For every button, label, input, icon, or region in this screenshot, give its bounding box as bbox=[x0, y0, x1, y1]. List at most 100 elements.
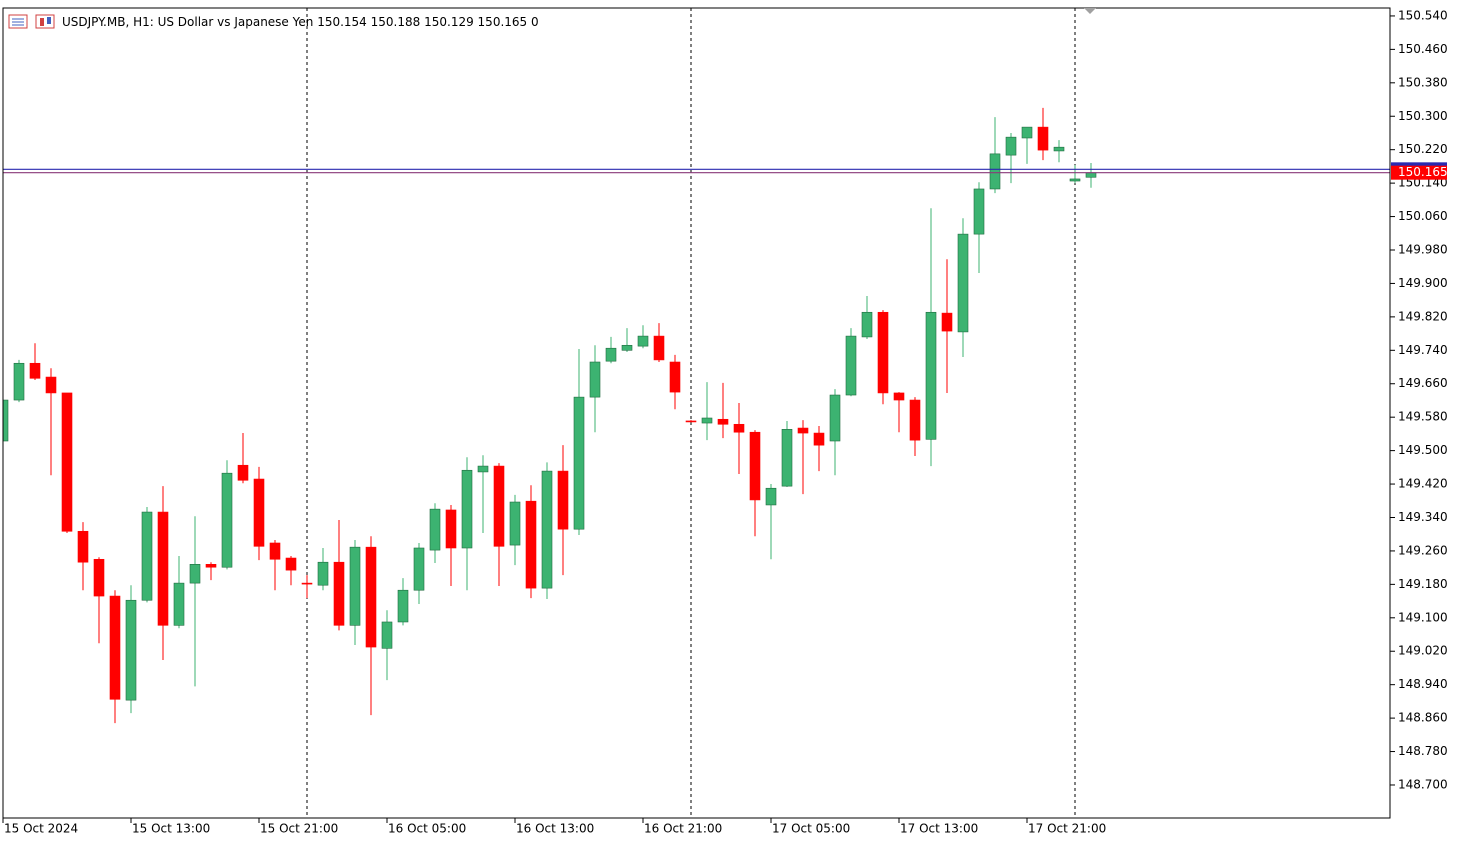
y-tick-label: 148.780 bbox=[1398, 744, 1448, 758]
candle-body bbox=[845, 335, 857, 396]
candle-body bbox=[93, 558, 105, 597]
candle-body bbox=[253, 478, 265, 547]
candle-body bbox=[509, 501, 521, 546]
header-extra: 0 bbox=[531, 15, 539, 29]
x-tick-label: 17 Oct 21:00 bbox=[1028, 822, 1106, 836]
y-tick-label: 150.540 bbox=[1398, 8, 1448, 22]
y-tick-label: 149.340 bbox=[1398, 510, 1448, 524]
candle-body bbox=[749, 431, 761, 501]
y-tick-label: 149.100 bbox=[1398, 610, 1448, 624]
candle-body bbox=[957, 233, 969, 333]
candle-body bbox=[813, 432, 825, 446]
x-tick-label: 16 Oct 21:00 bbox=[644, 822, 722, 836]
x-tick-label: 17 Oct 05:00 bbox=[772, 822, 850, 836]
candle-body bbox=[829, 394, 841, 442]
candle-body bbox=[61, 392, 73, 532]
candle-body bbox=[173, 582, 185, 626]
candle-body bbox=[637, 335, 649, 347]
candle-body bbox=[925, 311, 937, 440]
candle-body bbox=[605, 347, 617, 362]
candle-body bbox=[477, 465, 489, 473]
y-tick-label: 149.500 bbox=[1398, 443, 1448, 457]
candle-body bbox=[573, 396, 585, 530]
candle-body bbox=[269, 542, 281, 560]
candle-body bbox=[317, 561, 329, 586]
candle-body bbox=[301, 582, 313, 585]
y-tick-label: 149.020 bbox=[1398, 644, 1448, 658]
candle-body bbox=[1021, 126, 1033, 139]
header-icons bbox=[8, 14, 55, 29]
candle-body bbox=[781, 429, 793, 487]
y-tick-label: 150.380 bbox=[1398, 75, 1448, 89]
icon bbox=[47, 17, 51, 24]
candle-body bbox=[685, 420, 697, 423]
candle-body bbox=[1037, 126, 1049, 151]
candle-body bbox=[973, 188, 985, 235]
chart-title: USDJPY.MB, H1: US Dollar vs Japanese Yen… bbox=[62, 15, 539, 29]
candle-body bbox=[861, 311, 873, 338]
candle-body bbox=[909, 399, 921, 441]
y-tick-label: 149.980 bbox=[1398, 242, 1448, 256]
header-high: 150.188 bbox=[371, 15, 421, 29]
candle-body bbox=[3, 399, 9, 442]
candle-body bbox=[653, 335, 665, 361]
header-low: 150.129 bbox=[424, 15, 474, 29]
candle-body bbox=[109, 595, 121, 700]
candle-body bbox=[221, 472, 233, 568]
candle-body bbox=[989, 153, 1001, 190]
candle-body bbox=[349, 546, 361, 626]
candle-body bbox=[877, 311, 889, 394]
candle-body bbox=[381, 621, 393, 649]
candle-body bbox=[797, 427, 809, 434]
y-tick-label: 150.060 bbox=[1398, 209, 1448, 223]
candle-body bbox=[621, 344, 633, 351]
plot-area bbox=[3, 8, 1390, 818]
candle-body bbox=[589, 361, 601, 398]
candle-body bbox=[45, 376, 57, 394]
candle-body bbox=[205, 564, 217, 568]
y-tick-label: 149.180 bbox=[1398, 577, 1448, 591]
y-tick-label: 149.900 bbox=[1398, 276, 1448, 290]
candle-body bbox=[557, 470, 569, 530]
y-tick-label: 148.700 bbox=[1398, 777, 1448, 791]
candle-body bbox=[237, 464, 249, 481]
candle-body bbox=[541, 470, 553, 589]
icon bbox=[35, 14, 55, 29]
price-label: 150.165 bbox=[1398, 165, 1448, 179]
candle-body bbox=[1053, 146, 1065, 152]
candle-body bbox=[525, 500, 537, 589]
y-tick-label: 149.260 bbox=[1398, 543, 1448, 557]
candle-body bbox=[365, 546, 377, 648]
plot-frame bbox=[2, 7, 1391, 819]
y-tick-label: 149.660 bbox=[1398, 376, 1448, 390]
y-tick-label: 149.420 bbox=[1398, 477, 1448, 491]
x-tick-label: 16 Oct 13:00 bbox=[516, 822, 594, 836]
candle-body bbox=[765, 487, 777, 506]
ask-marker bbox=[1391, 162, 1447, 167]
y-tick-label: 149.740 bbox=[1398, 343, 1448, 357]
candle-body bbox=[717, 418, 729, 425]
y-tick-label: 149.580 bbox=[1398, 410, 1448, 424]
header-open: 150.154 bbox=[317, 15, 367, 29]
y-tick-label: 148.940 bbox=[1398, 677, 1448, 691]
candle-body bbox=[701, 417, 713, 424]
candle-body bbox=[1005, 136, 1017, 156]
x-tick-label: 15 Oct 13:00 bbox=[132, 822, 210, 836]
icon bbox=[40, 18, 44, 26]
y-tick-label: 148.860 bbox=[1398, 711, 1448, 725]
candle-body bbox=[157, 511, 169, 626]
header-close: 150.165 bbox=[478, 15, 528, 29]
candle-body bbox=[77, 530, 89, 563]
x-tick-label: 15 Oct 2024 bbox=[4, 822, 78, 836]
x-tick-label: 16 Oct 05:00 bbox=[388, 822, 466, 836]
y-tick-label: 149.820 bbox=[1398, 309, 1448, 323]
x-tick-label: 15 Oct 21:00 bbox=[260, 822, 338, 836]
candle-body bbox=[733, 423, 745, 433]
candle-body bbox=[429, 508, 441, 551]
candle-body bbox=[493, 465, 505, 547]
candle-body bbox=[189, 564, 201, 584]
candle-body bbox=[1085, 172, 1097, 178]
candle-body bbox=[13, 362, 25, 401]
candle-body bbox=[397, 589, 409, 623]
